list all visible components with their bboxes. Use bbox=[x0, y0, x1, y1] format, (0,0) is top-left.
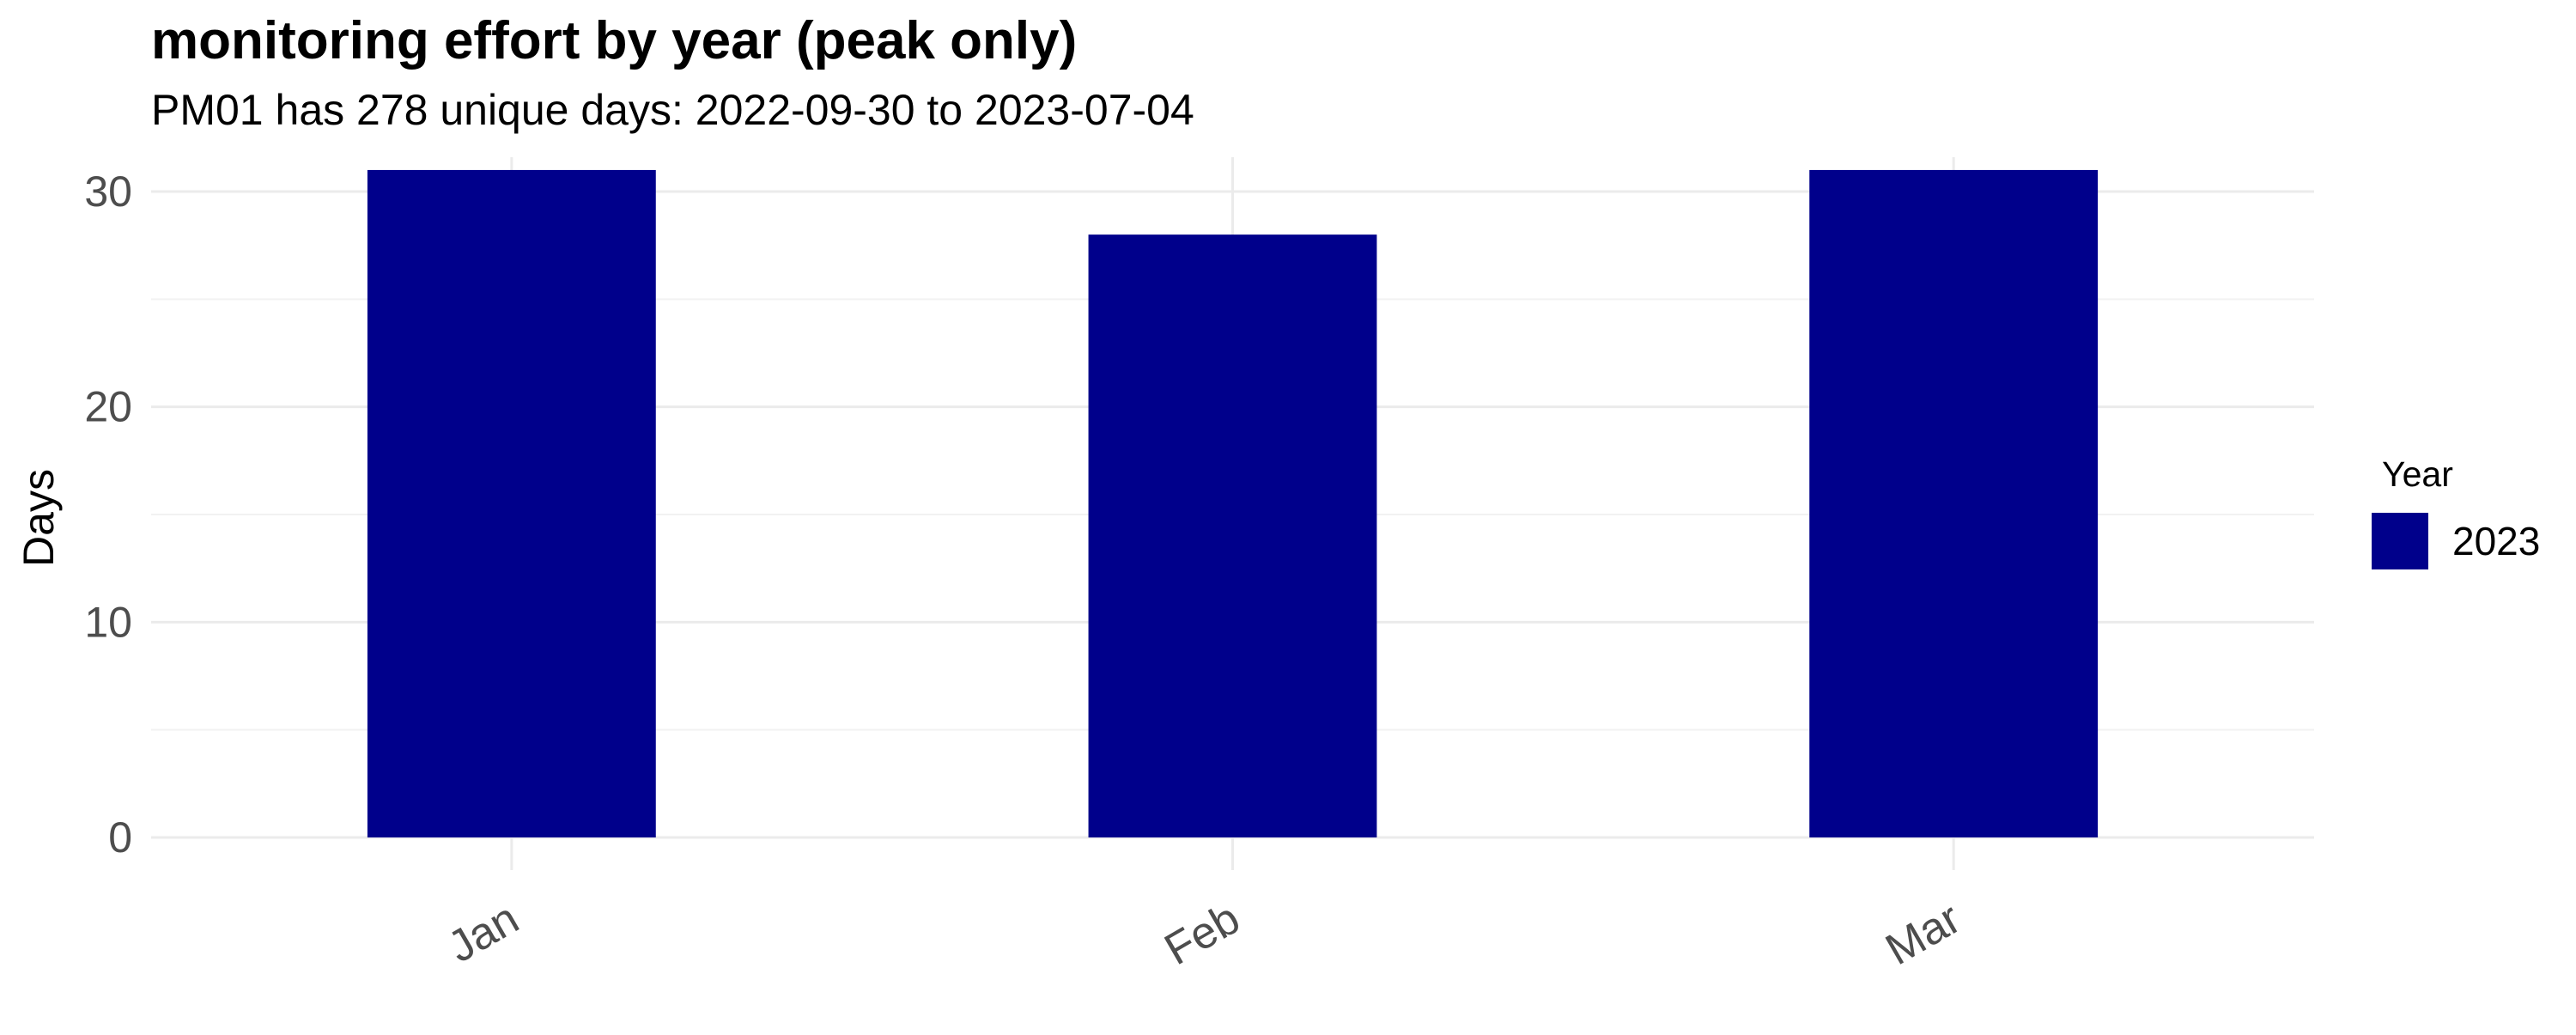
x-tick-label: Mar bbox=[1878, 893, 1970, 975]
legend: Year 2023 bbox=[2372, 454, 2540, 569]
chart-subtitle: PM01 has 278 unique days: 2022-09-30 to … bbox=[151, 86, 1194, 134]
x-tick-label: Jan bbox=[440, 893, 527, 972]
x-tick-label: Feb bbox=[1157, 893, 1249, 975]
y-tick-label: 30 bbox=[84, 167, 132, 216]
y-tick-label: 10 bbox=[84, 598, 132, 646]
bar-mar bbox=[1809, 169, 2099, 837]
chart-title: monitoring effort by year (peak only) bbox=[151, 11, 1077, 70]
bar-jan bbox=[367, 169, 656, 837]
y-axis-ticks: 0 10 20 30 bbox=[84, 167, 132, 861]
legend-title: Year bbox=[2382, 454, 2453, 494]
legend-swatch bbox=[2372, 513, 2428, 569]
x-axis-ticks: Jan Feb Mar bbox=[440, 893, 1969, 975]
bars bbox=[367, 169, 2099, 838]
legend-entry-label: 2023 bbox=[2452, 519, 2540, 563]
y-tick-label: 20 bbox=[84, 383, 132, 431]
bar-feb bbox=[1088, 234, 1377, 838]
y-tick-label: 0 bbox=[108, 813, 132, 861]
y-axis-label: Days bbox=[15, 469, 63, 567]
